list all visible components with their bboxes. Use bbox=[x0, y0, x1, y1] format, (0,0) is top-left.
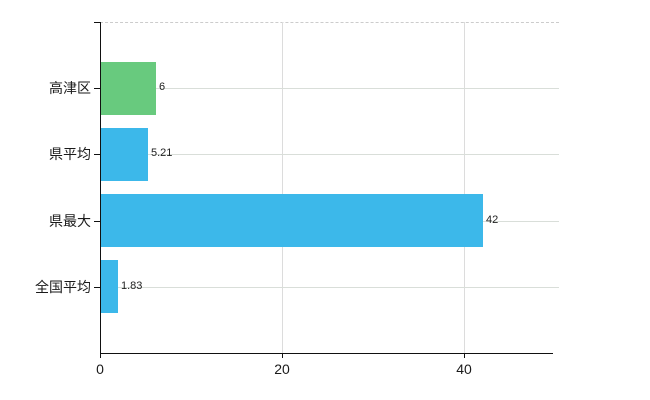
category-label: 県最大 bbox=[49, 213, 91, 229]
vertical-gridline bbox=[464, 22, 465, 353]
category-label: 県平均 bbox=[49, 146, 91, 162]
horizontal-gridline bbox=[100, 287, 559, 288]
y-axis-tick bbox=[94, 88, 100, 89]
plot-top-border bbox=[100, 22, 559, 23]
x-axis-line bbox=[100, 353, 553, 354]
bar-value-label: 1.83 bbox=[121, 280, 143, 292]
y-axis-tick bbox=[94, 154, 100, 155]
bar bbox=[101, 128, 148, 181]
y-axis-top-tick bbox=[94, 22, 100, 23]
x-tick-label: 20 bbox=[274, 361, 290, 377]
vertical-gridline bbox=[282, 22, 283, 353]
x-axis-tick bbox=[282, 353, 283, 358]
x-tick-label: 40 bbox=[456, 361, 472, 377]
category-label: 高津区 bbox=[49, 80, 91, 96]
bar bbox=[101, 194, 483, 247]
y-axis-tick bbox=[94, 221, 100, 222]
y-axis-tick bbox=[94, 287, 100, 288]
category-label: 全国平均 bbox=[35, 279, 91, 295]
bar-value-label: 6 bbox=[159, 81, 166, 93]
x-tick-label: 0 bbox=[96, 361, 104, 377]
y-axis-line bbox=[100, 22, 101, 353]
horizontal-gridline bbox=[100, 154, 559, 155]
bar bbox=[101, 260, 118, 313]
bar bbox=[101, 62, 156, 115]
x-axis-tick bbox=[464, 353, 465, 358]
x-axis-tick bbox=[100, 353, 101, 358]
horizontal-gridline bbox=[100, 88, 559, 89]
bar-value-label: 5.21 bbox=[151, 147, 173, 159]
bar-value-label: 42 bbox=[486, 214, 499, 226]
